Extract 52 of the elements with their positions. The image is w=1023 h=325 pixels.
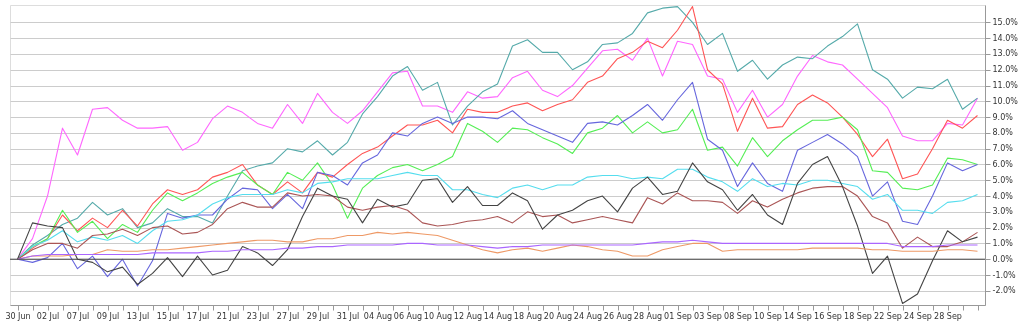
y-tick-label: 3.0% (992, 207, 1014, 217)
x-tick-label: 14 Aug (483, 311, 513, 321)
x-tick-label: 17 Jul (186, 311, 210, 321)
y-tick-label: 11.0% (992, 81, 1019, 91)
x-tick-label: 24 Aug (573, 311, 603, 321)
y-tick-label: 6.0% (992, 159, 1014, 169)
x-tick-label: 18 Sep (844, 311, 872, 321)
y-tick-label: -1.0% (992, 270, 1017, 280)
x-tick-label: 10 Aug (423, 311, 453, 321)
y-tick-label: 14.0% (992, 33, 1019, 43)
y-tick-label: 12.0% (992, 65, 1019, 75)
x-tick-label: 18 Aug (513, 311, 543, 321)
y-tick-label: 7.0% (992, 144, 1014, 154)
x-tick-label: 09 Jul (96, 311, 120, 321)
x-tick-label: 31 Jul (336, 311, 360, 321)
x-tick-label: 10 Sep (754, 311, 782, 321)
x-tick-label: 21 Jul (216, 311, 240, 321)
y-tick-label: 9.0% (992, 112, 1014, 122)
x-tick-label: 03 Sep (694, 311, 722, 321)
y-tick-label: 8.0% (992, 128, 1014, 138)
y-tick-label: 13.0% (992, 49, 1019, 59)
x-tick-label: 22 Sep (874, 311, 902, 321)
y-tick-label: 15.0% (992, 17, 1019, 27)
x-tick-label: 16 Sep (814, 311, 842, 321)
x-tick-label: 12 Aug (453, 311, 483, 321)
x-tick-label: 24 Sep (904, 311, 932, 321)
y-tick-label: 2.0% (992, 223, 1014, 233)
line-series (16, 186, 979, 260)
x-tick-label: 04 Aug (363, 311, 393, 321)
y-tick-label: -2.0% (992, 286, 1017, 296)
x-tick-label: 14 Sep (784, 311, 812, 321)
x-tick-label: 29 Jul (306, 311, 330, 321)
x-tick-label: 30 Jun (5, 311, 31, 321)
x-tick-label: 27 Jul (276, 311, 300, 321)
y-tick-label: 0.0% (992, 254, 1014, 264)
x-tick-label: 15 Jul (156, 311, 180, 321)
y-tick-label: 5.0% (992, 175, 1014, 185)
line-series (16, 239, 979, 260)
x-tick-label: 28 Sep (934, 311, 962, 321)
y-tick-label: 10.0% (992, 96, 1019, 106)
x-tick-label: 01 Sep (664, 311, 692, 321)
x-tick-label: 02 Jul (36, 311, 60, 321)
x-tick-label: 06 Aug (393, 311, 423, 321)
x-tick-label: 23 Jul (246, 311, 270, 321)
y-tick-label: 1.0% (992, 238, 1014, 248)
x-tick-label: 20 Aug (543, 311, 573, 321)
x-tick-label: 07 Jul (66, 311, 90, 321)
x-tick-label: 13 Jul (126, 311, 150, 321)
x-tick-label: 08 Sep (724, 311, 752, 321)
x-tick-label: 28 Aug (633, 311, 663, 321)
x-tick-label: 26 Aug (603, 311, 633, 321)
y-tick-label: 4.0% (992, 191, 1014, 201)
